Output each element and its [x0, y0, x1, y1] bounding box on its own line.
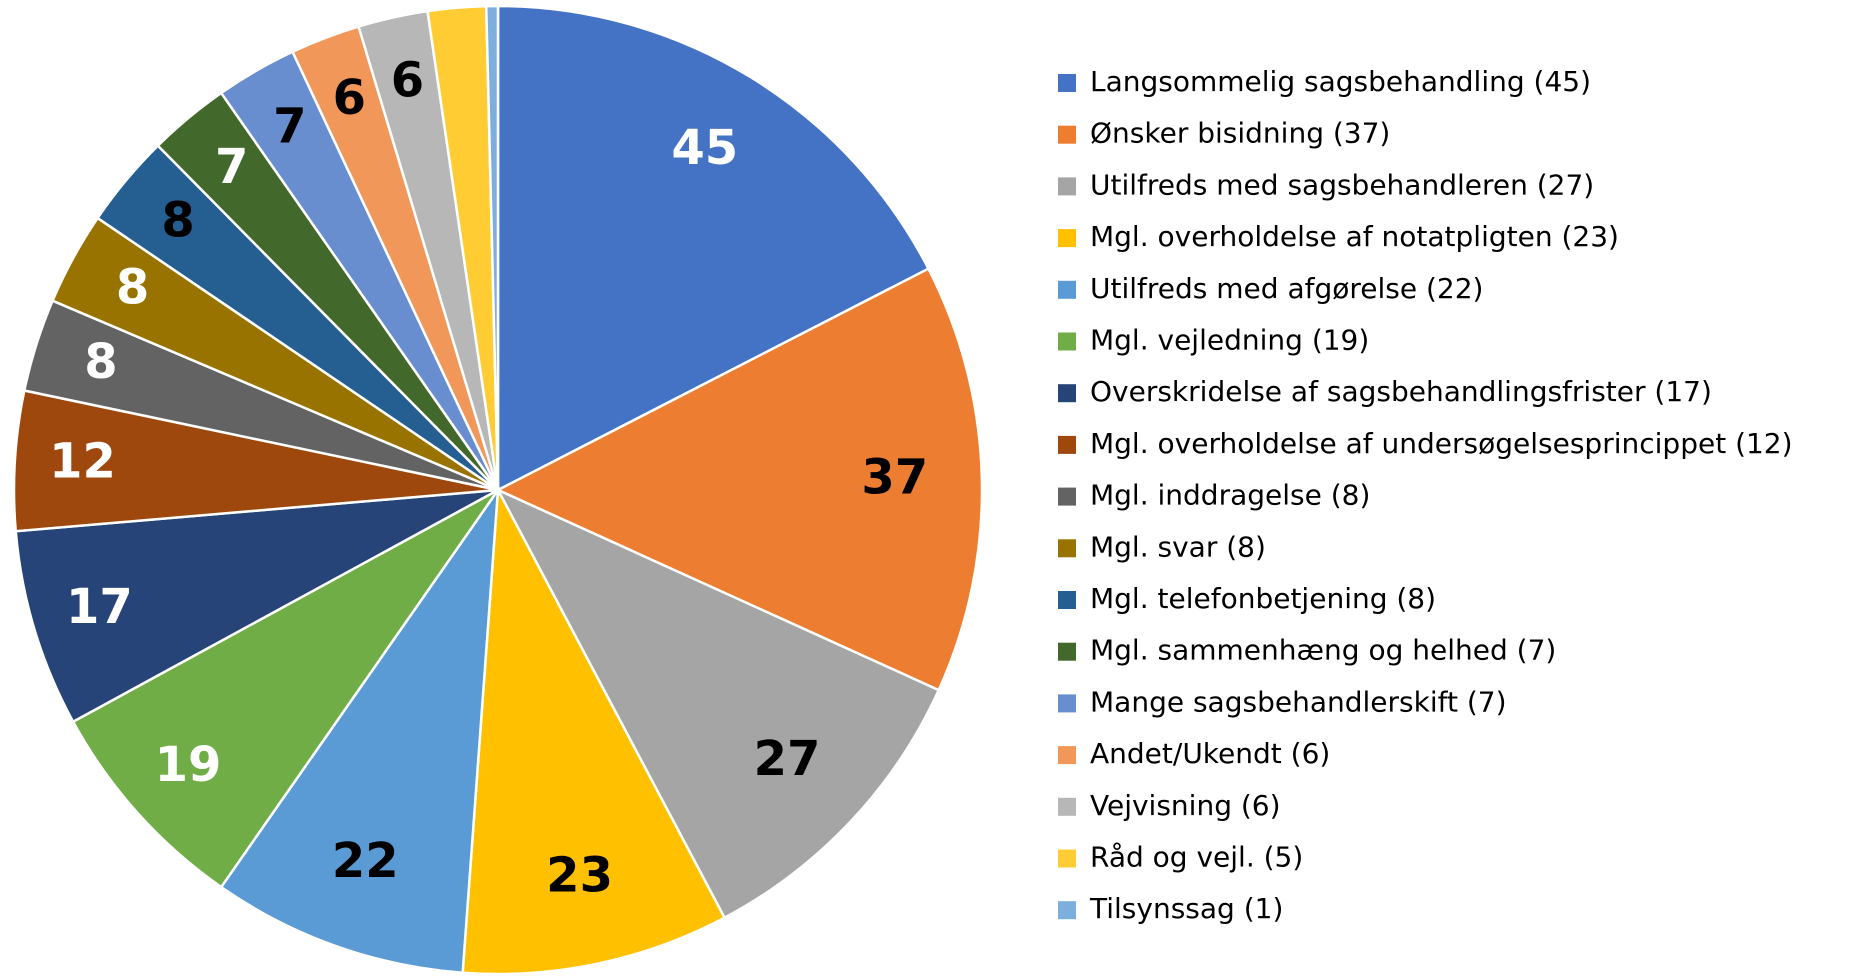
legend-swatch [1058, 487, 1076, 506]
legend-text: Overskridelse af sagsbehandlingsfrister … [1090, 375, 1712, 408]
legend-text: Mange sagsbehandlerskift (7) [1090, 685, 1507, 718]
slice-label: 45 [671, 120, 738, 176]
legend-swatch [1058, 229, 1076, 248]
legend-text: Andet/Ukendt (6) [1090, 737, 1330, 770]
legend-swatch [1058, 849, 1076, 868]
legend-text: Utilfreds med sagsbehandleren (27) [1090, 168, 1594, 201]
pie-slice [14, 488, 499, 724]
legend-swatch [1058, 435, 1076, 454]
slice-label: 23 [546, 847, 613, 903]
pie-slice [461, 485, 727, 976]
legend-swatch [1058, 332, 1076, 351]
legend-text: Mgl. inddragelse (8) [1090, 479, 1370, 512]
legend-text: Tilsynssag (1) [1089, 892, 1283, 925]
legend-text: Langsommelig sagsbehandling (45) [1090, 65, 1591, 98]
legend-swatch [1058, 125, 1076, 144]
slice-label: 19 [155, 737, 222, 793]
slice-label: 37 [861, 449, 928, 505]
legend-text: Mgl. overholdelse af undersøgelsesprinci… [1090, 427, 1793, 460]
legend-text: Mgl. sammenhæng og helhed (7) [1090, 634, 1556, 667]
legend-text: Råd og vejl. (5) [1090, 841, 1303, 874]
legend-text: Mgl. overholdelse af notatpligten (23) [1090, 220, 1619, 253]
pie-slice [495, 267, 984, 692]
legend-swatch [1058, 901, 1076, 920]
legend-swatch [1058, 746, 1076, 765]
slice-label: 22 [332, 833, 399, 889]
slice-label: 6 [391, 53, 424, 109]
slice-label: 12 [49, 434, 116, 490]
legend-swatch [1058, 384, 1076, 403]
legend-swatch [1058, 591, 1076, 609]
pie-slice [496, 4, 931, 493]
pie-slice [219, 485, 500, 975]
legend-swatch [1058, 539, 1076, 558]
legend-swatch [1058, 694, 1076, 713]
slice-label: 7 [215, 139, 248, 195]
legend-text: Mgl. vejledning (19) [1090, 324, 1369, 357]
legend-text: Mgl. telefonbetjening (8) [1090, 582, 1436, 615]
pie-slice [71, 488, 500, 889]
legend-swatch [1058, 177, 1076, 196]
slice-label: 8 [84, 334, 117, 390]
legend-text: Vejvisning (6) [1090, 789, 1281, 822]
slice-label: 7 [273, 99, 306, 155]
legend-text: Utilfreds med afgørelse (22) [1090, 272, 1483, 305]
slice-label: 17 [66, 579, 133, 635]
slice-label: 6 [333, 70, 366, 126]
pie-slice [495, 487, 941, 920]
slice-label: 27 [754, 731, 821, 787]
legend-swatch [1058, 797, 1076, 816]
legend-swatch [1058, 642, 1076, 661]
legend-text: Mgl. svar (8) [1090, 530, 1266, 563]
legend-text: Ønsker bisidning (37) [1090, 117, 1390, 150]
legend-swatch [1058, 74, 1076, 92]
legend-swatch [1058, 280, 1076, 299]
slice-label: 8 [116, 260, 149, 316]
pie-slice [484, 4, 500, 491]
slice-label: 8 [161, 193, 194, 249]
